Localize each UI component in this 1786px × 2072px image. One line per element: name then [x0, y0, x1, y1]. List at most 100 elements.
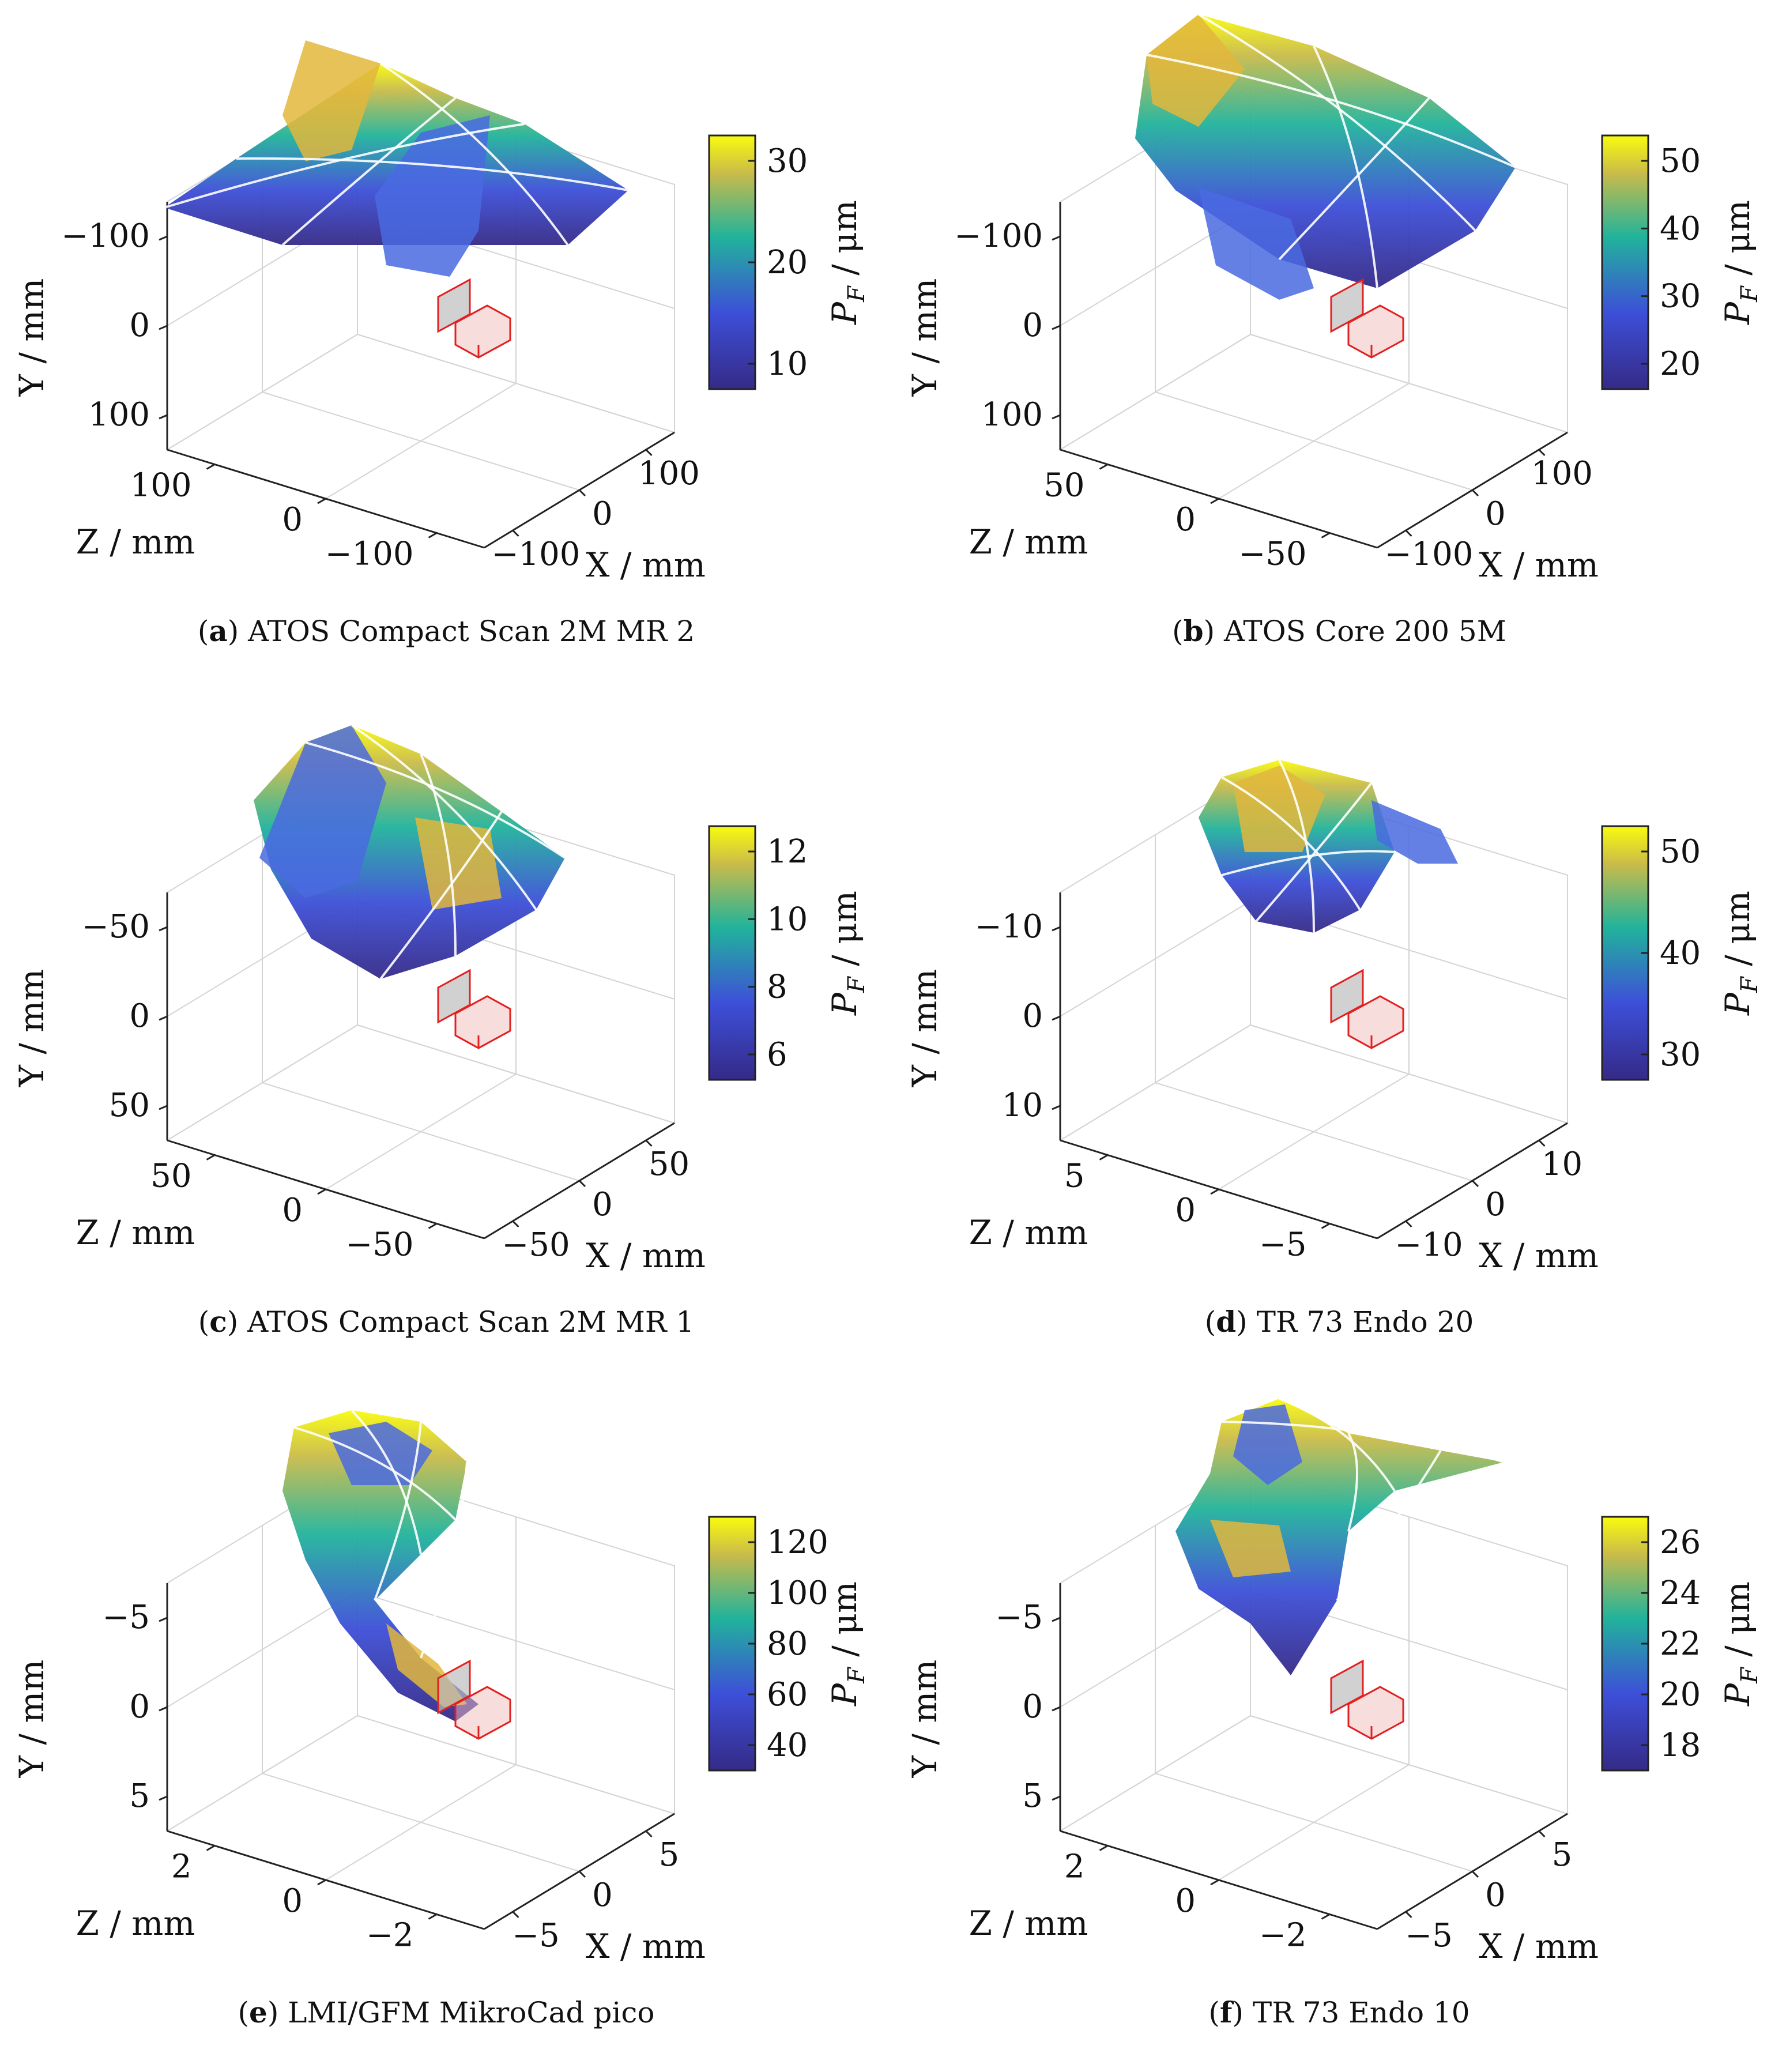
colorbar-tick-label: 120 — [767, 1524, 828, 1561]
z-tick-mark — [1210, 1188, 1219, 1195]
x-tick-label: −5 — [1405, 1917, 1453, 1954]
z-tick-mark — [206, 1845, 216, 1851]
y-axis-label: Y / mm — [905, 969, 944, 1088]
sensor-box — [437, 969, 511, 1049]
panel-caption: (f) TR 73 Endo 10 — [1208, 1995, 1470, 2029]
x-axis-label: X / mm — [586, 545, 706, 585]
colorbar-label: PF / μm — [1718, 891, 1763, 1016]
wall-gridline — [357, 1591, 675, 1690]
colorbar-tick-label: 18 — [1660, 1727, 1701, 1764]
sensor-box — [1330, 969, 1404, 1049]
colorbar-tick-label: 100 — [767, 1574, 828, 1612]
y-tick-mark — [159, 1105, 168, 1110]
x-tick-mark — [512, 1911, 519, 1919]
x-tick-label: 5 — [659, 1836, 680, 1874]
z-tick-label: 0 — [1175, 1882, 1196, 1920]
x-axis-label: X / mm — [1479, 1927, 1599, 1966]
x-tick-mark — [1405, 1220, 1412, 1228]
colorbar-tick-label: 8 — [767, 969, 788, 1006]
surface — [1199, 759, 1458, 933]
z-tick-label: 100 — [130, 467, 192, 504]
x-tick-label: 0 — [592, 1186, 613, 1223]
y-tick-mark — [159, 1706, 168, 1712]
x-tick-label: 0 — [1485, 1877, 1506, 1914]
x-tick-mark — [1405, 1911, 1412, 1919]
y-tick-label: 0 — [129, 997, 150, 1035]
x-tick-mark — [645, 1139, 653, 1147]
contour-line — [1221, 850, 1395, 876]
x-tick-label: 10 — [1542, 1146, 1582, 1183]
z-axis-label: Z / mm — [969, 522, 1088, 562]
y-tick-mark — [1052, 414, 1061, 420]
y-tick-label: −10 — [975, 908, 1043, 945]
sensor-box — [437, 1659, 511, 1740]
contour-line — [1313, 46, 1378, 289]
z-axis-label: Z / mm — [969, 1213, 1088, 1252]
colorbar-tick-label: 24 — [1660, 1574, 1701, 1612]
z-tick-mark — [1321, 1223, 1331, 1229]
y-axis-label: Y / mm — [905, 1660, 944, 1779]
y-tick-label: 0 — [1022, 997, 1043, 1035]
colorbar-tick-label: 22 — [1660, 1625, 1701, 1663]
x-tick-mark — [1538, 1139, 1546, 1147]
x-tick-label: 5 — [1552, 1836, 1573, 1874]
y-tick-label: 0 — [1022, 307, 1043, 344]
colorbar-tick-label: 80 — [767, 1625, 808, 1663]
wall-gridline — [1060, 1591, 1251, 1708]
panel-caption: (c) ATOS Compact Scan 2M MR 1 — [198, 1305, 694, 1339]
contour-line — [236, 157, 629, 191]
z-tick-label: 50 — [150, 1158, 191, 1195]
z-tick-label: 2 — [171, 1848, 192, 1886]
z-axis-label: Z / mm — [76, 522, 195, 562]
colorbar-tick-label: 20 — [1660, 345, 1701, 383]
colorbar-gradient — [1601, 1516, 1649, 1772]
floor-gridline — [325, 383, 517, 499]
x-tick-label: −50 — [502, 1226, 570, 1264]
colorbar-tick-label: 12 — [767, 833, 808, 871]
colorbar-tick-label: 20 — [767, 244, 808, 281]
y-axis-label: Y / mm — [12, 1660, 51, 1779]
colorbar-label: PF / μm — [1718, 1581, 1763, 1706]
x-tick-label: 0 — [1485, 495, 1506, 533]
floor-gridline — [325, 1764, 517, 1881]
colorbar-tick-label: 30 — [1660, 1036, 1701, 1073]
y-tick-mark — [159, 1795, 168, 1801]
surface-patch — [329, 1422, 432, 1485]
sensor-arm — [454, 304, 511, 359]
x-tick-label: −10 — [1395, 1226, 1463, 1264]
colorbar-tick-label: 40 — [767, 1727, 808, 1764]
y-tick-label: 0 — [129, 307, 150, 344]
contour-line — [1255, 782, 1373, 922]
x-axis-label: X / mm — [586, 1236, 706, 1275]
contour-line — [420, 1461, 468, 1659]
colorbar-gradient — [708, 1516, 756, 1772]
colorbar-label: PF / μm — [825, 1581, 870, 1706]
y-tick-label: 5 — [129, 1777, 150, 1815]
floor-gridline — [1218, 1073, 1410, 1190]
surface-patch — [282, 40, 380, 161]
contour-line — [420, 754, 457, 956]
contour-line — [1336, 1449, 1442, 1602]
z-tick-label: 0 — [1175, 1192, 1196, 1229]
z-tick-label: −2 — [366, 1917, 414, 1954]
y-tick-label: −50 — [82, 908, 150, 945]
x-axis-label: X / mm — [1479, 545, 1599, 585]
contour-line — [293, 1426, 457, 1521]
y-tick-label: 50 — [109, 1087, 150, 1124]
colorbar-tick-label: 26 — [1660, 1524, 1701, 1561]
x-tick-mark — [512, 529, 519, 537]
z-tick-label: −50 — [1238, 536, 1306, 573]
z-tick-label: 0 — [282, 1192, 303, 1229]
colorbar-tick-label: 50 — [1660, 833, 1701, 871]
colorbar-gradient — [1601, 134, 1649, 390]
y-axis-label: Y / mm — [905, 278, 944, 397]
colorbar-tick-label: 30 — [767, 142, 808, 180]
surface-patch — [1147, 14, 1245, 127]
surface-patch — [259, 725, 386, 898]
surface-patch — [375, 115, 490, 277]
z-tick-label: 0 — [282, 501, 303, 538]
sensor-arm — [1347, 304, 1404, 359]
contour-line — [1197, 13, 1476, 232]
panel-caption: (a) ATOS Compact Scan 2M MR 2 — [198, 614, 695, 648]
